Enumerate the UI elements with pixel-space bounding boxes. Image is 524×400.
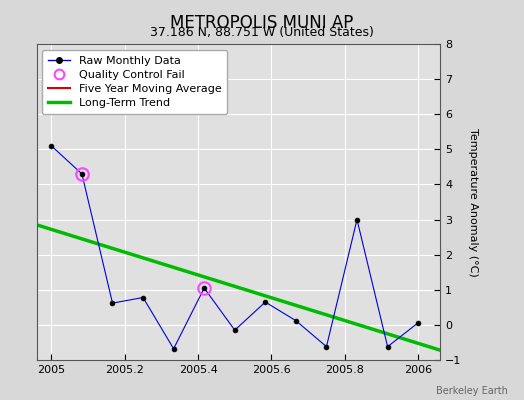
Text: Berkeley Earth: Berkeley Earth (436, 386, 508, 396)
Text: METROPOLIS MUNI AP: METROPOLIS MUNI AP (170, 14, 354, 32)
Text: 37.186 N, 88.751 W (United States): 37.186 N, 88.751 W (United States) (150, 26, 374, 39)
Y-axis label: Temperature Anomaly (°C): Temperature Anomaly (°C) (468, 128, 478, 276)
Legend: Raw Monthly Data, Quality Control Fail, Five Year Moving Average, Long-Term Tren: Raw Monthly Data, Quality Control Fail, … (42, 50, 227, 114)
